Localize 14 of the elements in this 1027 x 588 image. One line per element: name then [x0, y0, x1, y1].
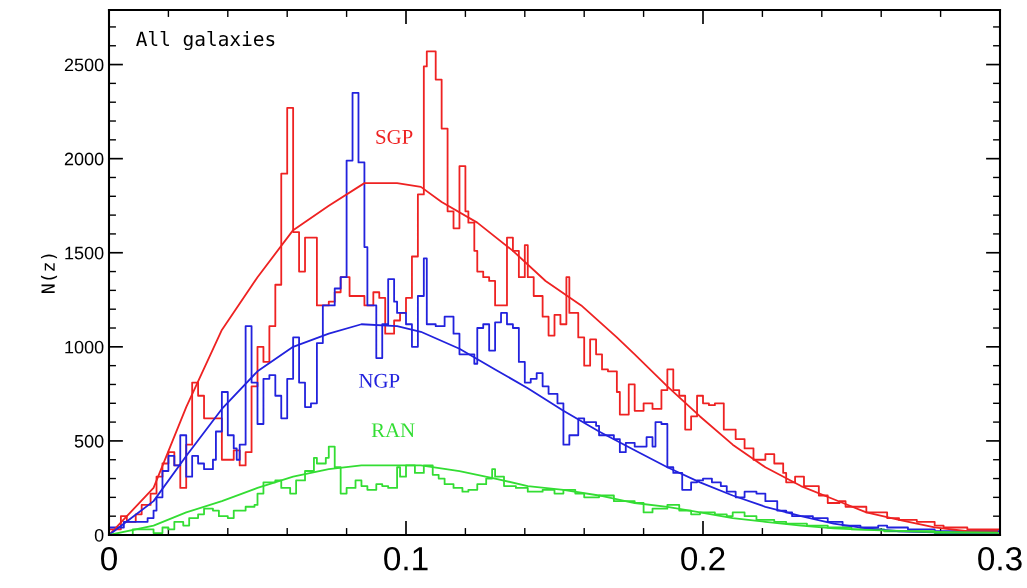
- y-tick-label: 1000: [65, 340, 104, 354]
- x-tick-label: 0.2: [681, 546, 725, 571]
- y-tick-label: 0: [94, 528, 104, 542]
- x-tick-label: 0.3: [978, 546, 1022, 571]
- x-tick-label: 0.1: [384, 546, 428, 571]
- y-axis-title: N(z): [40, 254, 58, 294]
- series-label: RAN: [371, 423, 415, 438]
- y-tick-label: 2500: [64, 58, 104, 72]
- series-label: SGP: [376, 129, 413, 144]
- annotation: All galaxies: [136, 31, 275, 51]
- y-tick-label: 2000: [64, 152, 104, 166]
- y-tick-label: 1500: [65, 246, 104, 260]
- text: NGP: [359, 373, 400, 388]
- y-tick-label: 500: [74, 434, 104, 448]
